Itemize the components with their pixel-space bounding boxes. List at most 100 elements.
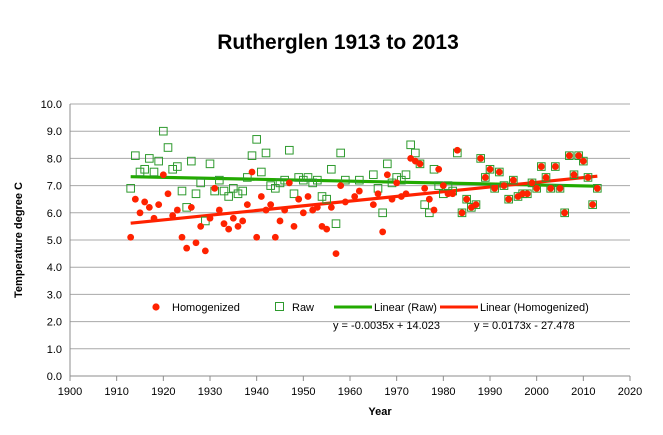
legend-raw-label: Raw: [292, 302, 314, 314]
homogenized-point: [169, 212, 177, 219]
raw-point: [490, 184, 499, 193]
homogenized-point: [547, 184, 555, 192]
raw-point: [481, 173, 490, 182]
raw-point: [583, 173, 593, 182]
homogenized-point: [337, 182, 345, 190]
homogenized-point: [355, 187, 363, 195]
raw-point: [462, 194, 471, 204]
homogenized-point: [234, 223, 242, 230]
x-tick-label: 1980: [431, 386, 455, 398]
x-tick-label: 2020: [618, 386, 642, 398]
y-tick-labels: 0.0 1.0 2.0 3.0 4.0 5.0 6.0 7.0 8.0 9.0 10.0: [41, 99, 62, 383]
homogenized-point: [220, 220, 228, 228]
homogenized-point: [495, 168, 503, 176]
chart-title: Rutherglen 1913 to 2013: [217, 31, 459, 54]
raw-point: [257, 167, 266, 177]
homogenized-point: [313, 203, 321, 211]
raw-point: [331, 219, 341, 228]
homogenized-point: [243, 201, 251, 209]
raw-point: [271, 184, 280, 193]
raw-point: [243, 173, 252, 182]
homogenized-point: [229, 214, 237, 222]
homogenized-point: [444, 190, 452, 198]
homogenized-point: [593, 184, 601, 192]
raw-point: [275, 178, 285, 188]
homogenized-point: [551, 163, 559, 170]
x-tick-label: 1920: [151, 386, 175, 398]
raw-point: [299, 175, 308, 185]
raw-point: [191, 189, 201, 199]
raw-point: [541, 173, 551, 182]
homogenized-point: [164, 190, 172, 198]
raw-point: [499, 181, 509, 190]
y-tick-label: 2.0: [47, 317, 62, 329]
raw-point: [593, 184, 602, 193]
homogenized-point: [509, 176, 517, 184]
raw-point: [294, 173, 303, 182]
legend-linear-homogenized-label: Linear (Homogenized): [480, 302, 589, 314]
homogenized-point: [589, 201, 597, 209]
homogenized-point: [425, 195, 433, 203]
raw-point: [215, 175, 224, 185]
homogenized-point: [519, 190, 527, 198]
raw-point: [546, 184, 555, 193]
raw-point: [369, 170, 378, 180]
homogenized-point: [267, 201, 275, 209]
raw-point: [149, 167, 159, 177]
homogenized-point: [327, 203, 335, 211]
homogenized-point: [201, 247, 209, 255]
homogenized-point: [150, 214, 158, 222]
homogenized-point: [486, 165, 494, 173]
y-tick-label: 10.0: [41, 99, 62, 111]
raw-point: [313, 175, 322, 185]
y-tick-label: 6.0: [47, 208, 62, 220]
homogenized-point: [290, 223, 298, 230]
legend-homogenized-label: Homogenized: [172, 302, 240, 314]
homogenized-point: [299, 209, 307, 217]
homogenized-point: [295, 195, 303, 203]
raw-point: [406, 140, 415, 150]
raw-point: [327, 164, 336, 174]
raw-point: [565, 151, 574, 160]
raw-trend-equation: y = -0.0035x + 14.023: [333, 320, 440, 332]
homogenized-point: [211, 184, 219, 192]
raw-point: [485, 164, 495, 174]
homogenized-point: [276, 217, 284, 225]
homogenized-point: [215, 206, 223, 214]
raw-point: [135, 167, 145, 177]
homogenized-point: [584, 174, 592, 181]
homogenized-point: [374, 190, 382, 198]
raw-point: [219, 186, 229, 196]
y-tick-label: 5.0: [47, 235, 62, 247]
homogenized-point: [439, 182, 447, 190]
raw-point: [551, 162, 560, 171]
raw-point: [317, 192, 327, 201]
y-tick-label: 1.0: [47, 344, 62, 356]
homogenized-point: [556, 184, 564, 192]
homogenized-point: [383, 171, 391, 179]
raw-point: [574, 151, 583, 160]
homogenized-point: [481, 174, 489, 181]
raw-point: [196, 178, 205, 188]
raw-point: [504, 194, 513, 204]
y-axis-title: Temperature degree C: [13, 182, 25, 298]
homogenized-point: [369, 201, 377, 209]
homogenized-point: [505, 195, 513, 203]
raw-point: [233, 189, 243, 199]
homogenized-point: [197, 223, 205, 230]
homogenized-point: [351, 193, 359, 200]
raw-point: [303, 173, 313, 182]
homogenized-point: [523, 190, 531, 198]
homogenized-point: [341, 198, 349, 206]
homogenized-point: [472, 201, 480, 209]
homogenized-point: [579, 157, 587, 165]
raw-point: [177, 186, 187, 196]
raw-point: [532, 184, 541, 193]
raw-point: [336, 148, 345, 158]
trendline-homogenized: [130, 174, 598, 225]
homogenized-point: [449, 190, 457, 198]
homogenized-point: [463, 195, 471, 203]
homogenized-point: [542, 174, 550, 181]
raw-point: [126, 184, 135, 193]
